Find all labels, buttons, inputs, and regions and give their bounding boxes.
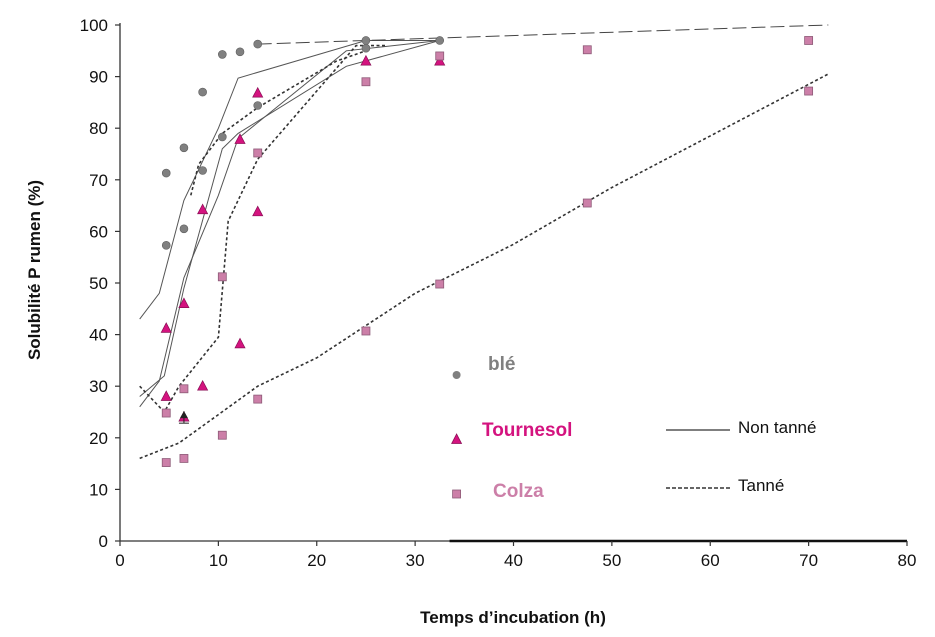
y-tick-label: 10 <box>89 480 108 499</box>
point-ble <box>198 166 207 175</box>
point-tournesol <box>234 337 246 349</box>
y-tick-label: 70 <box>89 171 108 190</box>
legend-colza-label: Colza <box>493 481 544 502</box>
y-tick-label: 30 <box>89 377 108 396</box>
point-colza <box>179 384 189 394</box>
y-tick-label: 100 <box>80 16 108 35</box>
y-tick-label: 90 <box>89 68 108 87</box>
y-axis-title: Solubilité P rumen (%) <box>25 180 44 360</box>
point-tournesol <box>252 86 264 98</box>
legend-non-tanne-label: Non tanné <box>738 418 816 437</box>
curve-dotted-5 <box>190 50 367 196</box>
curve-solid-3 <box>139 40 440 408</box>
x-tick-label: 30 <box>406 551 425 570</box>
point-tournesol <box>197 379 209 391</box>
point-ble <box>218 50 227 59</box>
x-tick-label: 20 <box>307 551 326 570</box>
point-tournesol <box>252 205 264 217</box>
y-tick-label: 40 <box>89 326 108 345</box>
x-tick-label: 0 <box>115 551 124 570</box>
point-ble <box>198 87 207 97</box>
legend-tournesol-label: Tournesol <box>482 420 572 441</box>
point-tournesol <box>234 133 246 144</box>
legend-ble-label: blé <box>488 354 515 375</box>
fitted-curves <box>139 24 829 460</box>
point-colza <box>582 45 592 55</box>
point-ble <box>161 168 171 178</box>
point-ble <box>435 36 445 45</box>
y-tick-label: 0 <box>99 532 108 551</box>
point-ble <box>361 43 371 53</box>
point-ble <box>253 101 263 110</box>
point-colza <box>253 394 263 404</box>
x-tick-label: 70 <box>799 551 818 570</box>
x-tick-label: 80 <box>898 551 917 570</box>
curve-solid-2 <box>139 40 440 397</box>
y-tick-label: 80 <box>89 119 108 138</box>
legend-ble-marker <box>452 371 461 379</box>
legend-tournesol-marker <box>451 433 463 444</box>
point-colza <box>253 148 263 158</box>
point-colza <box>804 36 814 45</box>
point-ble <box>179 143 189 153</box>
point-ble <box>361 36 371 45</box>
y-tick-label: 60 <box>89 222 108 241</box>
point-ble <box>161 241 171 250</box>
legend-colza-marker <box>452 489 462 499</box>
x-tick-label: 40 <box>504 551 523 570</box>
x-axis-title: Temps d’incubation (h) <box>420 608 606 627</box>
point-colza <box>217 272 227 282</box>
error-marker-triangle <box>179 411 188 419</box>
point-colza <box>161 408 171 418</box>
curve-solid-1 <box>139 40 440 320</box>
legend: blé Tournesol Colza Non tanné Tanné <box>451 354 816 502</box>
curve-dashed-long-4 <box>257 24 829 45</box>
point-colza <box>582 198 592 208</box>
x-tick-label: 60 <box>701 551 720 570</box>
point-colza <box>179 454 189 463</box>
point-colza <box>804 86 814 96</box>
point-ble <box>218 132 227 142</box>
curve-dotted-6 <box>139 44 386 414</box>
point-tournesol <box>197 203 209 215</box>
legend-tanne-label: Tanné <box>738 476 784 495</box>
y-tick-label: 50 <box>89 274 108 293</box>
point-colza <box>161 458 171 467</box>
point-tournesol <box>434 54 446 66</box>
y-tick-label: 20 <box>89 429 108 448</box>
point-tournesol <box>178 297 190 308</box>
point-colza <box>435 51 445 61</box>
point-colza <box>435 279 445 289</box>
point-tournesol <box>360 54 372 66</box>
x-tick-label: 50 <box>602 551 621 570</box>
point-colza <box>361 77 371 87</box>
curve-dotted-7 <box>139 73 829 460</box>
point-colza <box>217 430 227 440</box>
point-ble <box>235 47 245 57</box>
x-tick-label: 10 <box>209 551 228 570</box>
point-colza <box>361 326 371 336</box>
point-ble <box>179 224 189 234</box>
axes: 0 10 20 30 40 50 60 70 80 90 100 0 10 20 30 40 50 60 70 80 <box>80 16 917 570</box>
point-tournesol <box>160 390 172 401</box>
point-tournesol <box>160 322 172 333</box>
data-markers <box>160 36 814 467</box>
point-ble <box>253 39 263 49</box>
